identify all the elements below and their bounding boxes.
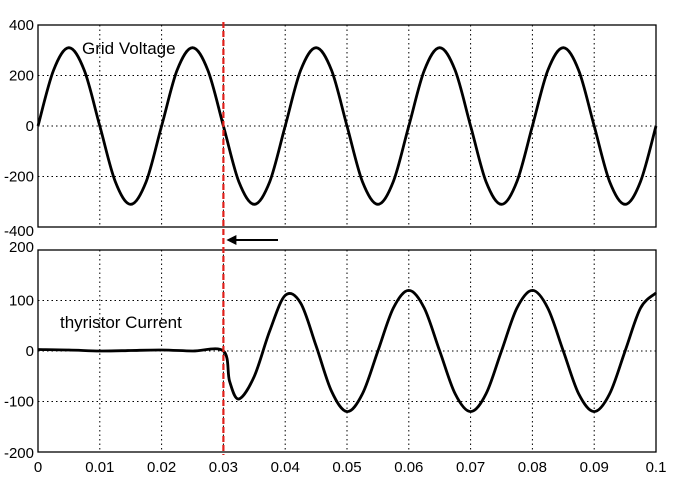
current-xtick-label: 0.09: [580, 459, 609, 476]
current-xtick-label: 0.06: [394, 459, 423, 476]
current-xtick-label: 0.03: [209, 459, 238, 476]
voltage-ytick-label: -400: [4, 223, 34, 240]
current-xtick-label: 0.07: [456, 459, 485, 476]
current-ytick-label: -200: [4, 445, 34, 462]
current-series-line: [37, 289, 657, 413]
voltage-ytick-label: 200: [9, 68, 34, 85]
voltage-ytick-label: 0: [26, 118, 34, 135]
current-xtick-label: 0.05: [332, 459, 361, 476]
voltage-ytick-label: 400: [9, 17, 34, 34]
current-xtick-label: 0.1: [646, 459, 667, 476]
current-ytick-label: -100: [4, 394, 34, 411]
arrow-head: [226, 235, 237, 245]
current-ytick-label: 200: [9, 239, 34, 256]
event-marker: [222, 22, 278, 455]
voltage-series-line: [36, 46, 658, 206]
current-ytick-label: 0: [26, 343, 34, 360]
current-xtick-label: 0.04: [271, 459, 300, 476]
current-xtick-label: 0.01: [85, 459, 114, 476]
voltage-annotation: Grid Voltage: [82, 39, 176, 58]
current-ytick-label: 100: [9, 293, 34, 310]
current-annotation: thyristor Current: [60, 313, 182, 332]
current-xtick-label: 0: [34, 459, 42, 476]
voltage-panel: 400 200 0 -200 -400: [4, 17, 658, 240]
current-xtick-label: 0.02: [147, 459, 176, 476]
voltage-ytick-label: -200: [4, 169, 34, 186]
current-xtick-label: 0.08: [518, 459, 547, 476]
